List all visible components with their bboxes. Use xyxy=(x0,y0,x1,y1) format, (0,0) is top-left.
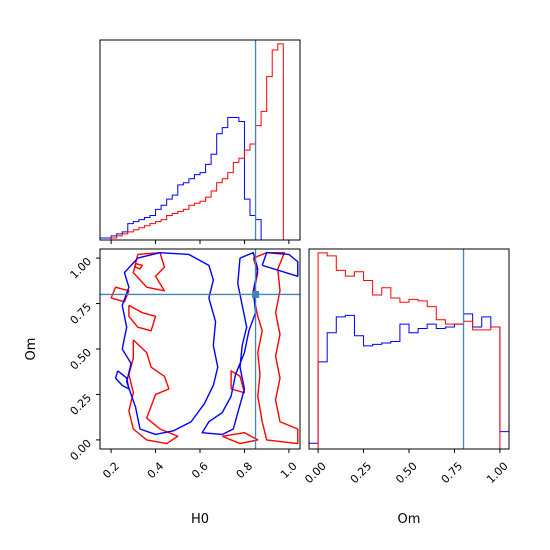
contour-red-6 xyxy=(252,251,299,445)
joint-x-tick-label: 1.0 xyxy=(278,460,300,482)
contour-red-2 xyxy=(110,286,130,303)
h0-histogram-panel xyxy=(99,39,301,244)
contour-red-4 xyxy=(230,370,246,394)
joint-truth-marker xyxy=(252,290,260,298)
joint-x-tick-label: 0.8 xyxy=(234,460,256,482)
joint-frame xyxy=(99,248,301,450)
joint-x-axis-label: H0 xyxy=(191,512,209,527)
contour-red-0 xyxy=(132,251,166,292)
contour-blue-2 xyxy=(261,251,299,277)
joint-contour-panel: 0.2 0.4 0.6 0.8 1.0 0.00 0.25 0.50 0.75 1.00 H0 Om xyxy=(24,248,301,527)
contour-red-1 xyxy=(128,304,157,332)
contour-red-7 xyxy=(134,262,143,270)
joint-contour-lines xyxy=(110,251,299,445)
joint-y-tick-label: 0.50 xyxy=(68,346,95,373)
joint-y-tick-label: 0.75 xyxy=(68,300,95,327)
h0-histogram-frame xyxy=(99,39,301,241)
contour-blue-1 xyxy=(201,251,259,436)
joint-x-tick-label: 0.6 xyxy=(189,460,211,482)
om-x-tick-label: 0.00 xyxy=(302,460,329,487)
h0-histogram-series-blue xyxy=(99,116,267,241)
contour-blue-0 xyxy=(121,251,219,436)
om-x-tick-label: 0.50 xyxy=(393,460,420,487)
contour-blue-3 xyxy=(114,370,130,390)
om-x-axis-label: Om xyxy=(398,512,421,527)
joint-y-axis-label: Om xyxy=(24,338,39,361)
om-x-tick-label: 0.25 xyxy=(348,460,375,487)
om-histogram-panel: 0.00 0.25 0.50 0.75 1.00 Om xyxy=(302,248,511,527)
contour-red-3 xyxy=(128,339,179,445)
joint-x-tick-label: 0.2 xyxy=(100,460,122,482)
contour-red-5 xyxy=(221,431,259,445)
om-histogram-series-red xyxy=(309,252,509,450)
h0-histogram-series-red xyxy=(100,43,289,241)
om-x-tick-label: 1.00 xyxy=(484,460,511,487)
joint-y-tick-label: 0.25 xyxy=(68,391,95,418)
om-histogram-series-blue xyxy=(308,313,510,449)
om-histogram-frame xyxy=(308,248,510,450)
om-x-tick-label: 0.75 xyxy=(439,460,466,487)
joint-y-tick-label: 1.00 xyxy=(68,255,95,282)
joint-y-tick-label: 0.00 xyxy=(68,437,95,464)
joint-x-tick-label: 0.4 xyxy=(145,460,167,482)
